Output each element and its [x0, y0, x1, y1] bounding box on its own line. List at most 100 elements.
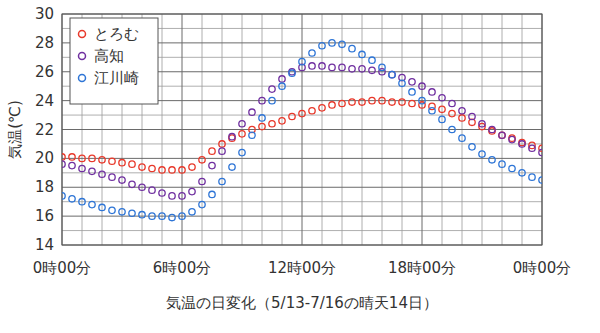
data-point [469, 144, 475, 150]
data-point [179, 213, 185, 219]
data-point [259, 97, 265, 103]
data-point [399, 80, 405, 86]
data-point [139, 164, 145, 170]
data-point [369, 67, 375, 73]
data-point [459, 115, 465, 121]
data-point [359, 99, 365, 105]
legend-label: とろむ [94, 25, 139, 43]
x-tick-label: 12時00分 [268, 259, 336, 277]
data-point [449, 126, 455, 132]
data-point [489, 157, 495, 163]
data-point [349, 99, 355, 105]
data-point [89, 201, 95, 207]
data-point [69, 154, 75, 160]
data-point [529, 145, 535, 151]
data-point [169, 214, 175, 220]
data-point [329, 40, 335, 46]
y-tick-label: 24 [35, 92, 54, 110]
data-point [69, 162, 75, 168]
data-point [309, 63, 315, 69]
data-point [279, 83, 285, 89]
data-point [379, 64, 385, 70]
data-point [389, 71, 395, 77]
data-point [199, 201, 205, 207]
data-point [199, 178, 205, 184]
x-axis-title: 気温の日変化（5/13-7/16の晴天14日） [166, 294, 438, 312]
y-tick-label: 22 [35, 121, 54, 139]
data-point [149, 187, 155, 193]
data-point [349, 45, 355, 51]
data-point [169, 167, 175, 173]
data-point [459, 135, 465, 141]
data-point [319, 43, 325, 49]
data-point [419, 97, 425, 103]
data-point [259, 123, 265, 129]
plot-frame [62, 14, 542, 245]
data-point [389, 71, 395, 77]
data-point [69, 196, 75, 202]
data-point [219, 178, 225, 184]
data-point [529, 174, 535, 180]
data-point [329, 102, 335, 108]
data-point [429, 108, 435, 114]
data-point [409, 79, 415, 85]
data-point [109, 158, 115, 164]
data-point [119, 160, 125, 166]
data-point [99, 171, 105, 177]
data-point [289, 70, 295, 76]
x-tick-label: 0時00分 [33, 259, 92, 277]
data-point [219, 148, 225, 154]
data-point [109, 174, 115, 180]
x-tick-label: 6時00分 [153, 259, 212, 277]
data-point [399, 99, 405, 105]
data-point [189, 188, 195, 194]
data-point [229, 164, 235, 170]
data-point [139, 184, 145, 190]
legend: とろむ高知江川崎 [70, 18, 158, 104]
legend-box [70, 18, 158, 104]
data-point [429, 89, 435, 95]
data-point [339, 100, 345, 106]
data-point [239, 121, 245, 127]
data-point [189, 209, 195, 215]
data-point [479, 151, 485, 157]
data-point [519, 141, 525, 147]
data-point [509, 165, 515, 171]
data-point [239, 131, 245, 137]
data-point [279, 118, 285, 124]
data-point [159, 213, 165, 219]
y-tick-label: 20 [35, 149, 54, 167]
data-point [539, 177, 542, 183]
data-point [159, 167, 165, 173]
data-point [79, 198, 85, 204]
data-point [149, 165, 155, 171]
data-point [119, 209, 125, 215]
grid-line [182, 14, 183, 245]
data-point [499, 132, 505, 138]
data-point [149, 213, 155, 219]
x-tick-label: 18時00分 [388, 259, 456, 277]
data-point [439, 95, 445, 101]
data-point [449, 110, 455, 116]
data-point [129, 181, 135, 187]
x-tick-label: 0時00分 [513, 259, 572, 277]
data-point [119, 177, 125, 183]
data-point [259, 115, 265, 121]
data-point [299, 58, 305, 64]
data-point [479, 121, 485, 127]
data-point [519, 170, 525, 176]
legend-label: 江川崎 [94, 69, 139, 87]
data-point [209, 148, 215, 154]
data-point [389, 99, 395, 105]
data-point [249, 132, 255, 138]
data-point [339, 64, 345, 70]
data-point [62, 154, 65, 160]
series [62, 97, 542, 173]
data-point [89, 155, 95, 161]
data-point [439, 116, 445, 122]
data-point [459, 108, 465, 114]
data-point [299, 110, 305, 116]
data-point [449, 100, 455, 106]
legend-marker [79, 53, 86, 60]
data-point [239, 149, 245, 155]
